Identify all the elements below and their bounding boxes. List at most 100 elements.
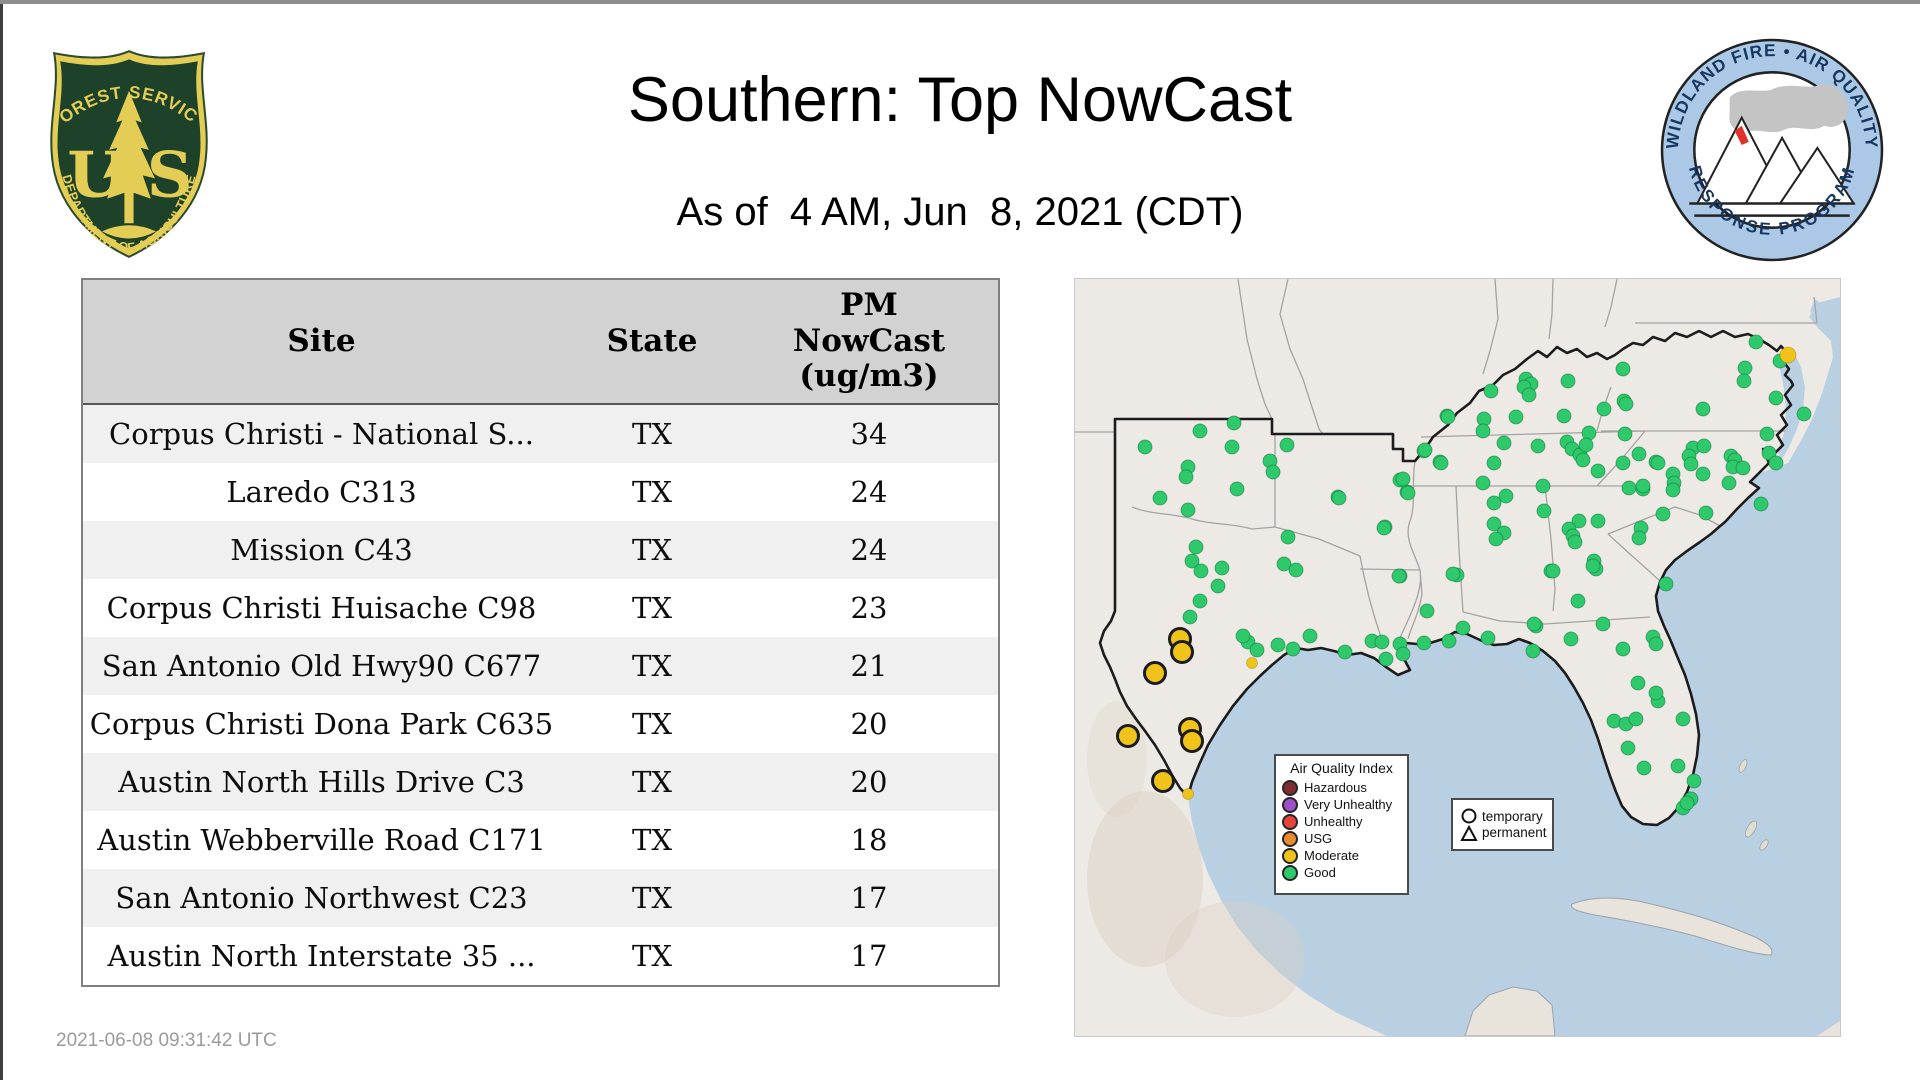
station-marker-good bbox=[1337, 644, 1353, 660]
aqi-color-swatch bbox=[1282, 847, 1298, 864]
station-marker-good bbox=[1433, 455, 1449, 471]
bahamas-islands bbox=[1738, 759, 1769, 851]
col-header-state: State bbox=[606, 322, 698, 359]
site-cell: Corpus Christi Huisache C98 bbox=[106, 591, 537, 625]
table-body: Corpus Christi - National S... TX 34 Laredo… bbox=[83, 405, 998, 985]
value-cell: 24 bbox=[850, 533, 888, 567]
station-marker-good bbox=[1288, 562, 1304, 578]
station-marker-good bbox=[1590, 513, 1606, 529]
station-marker-good bbox=[1695, 466, 1711, 482]
state-cell: TX bbox=[632, 533, 672, 567]
aqi-color-swatch bbox=[1282, 813, 1298, 830]
station-marker-good bbox=[1536, 503, 1552, 519]
station-marker-good bbox=[1768, 390, 1784, 406]
station-marker-good bbox=[1526, 616, 1542, 632]
station-marker-good bbox=[1391, 568, 1407, 584]
station-marker-good bbox=[1192, 423, 1208, 439]
station-marker-good bbox=[1753, 496, 1769, 512]
station-marker-good bbox=[1530, 438, 1546, 454]
delaware-bay bbox=[1810, 299, 1840, 339]
station-marker-moderate bbox=[1182, 788, 1194, 800]
station-marker-good bbox=[1378, 651, 1394, 667]
station-marker-good bbox=[1224, 439, 1240, 455]
station-marker-good bbox=[1483, 383, 1499, 399]
state-cell: TX bbox=[632, 591, 672, 625]
station-marker-good bbox=[1376, 520, 1392, 536]
station-marker-good bbox=[1229, 481, 1245, 497]
permanent-marker-icon bbox=[1460, 824, 1478, 841]
station-marker-good bbox=[1279, 437, 1295, 453]
site-cell: Austin Webberville Road C171 bbox=[97, 823, 546, 857]
station-marker-good bbox=[1748, 334, 1764, 350]
station-marker-good bbox=[1615, 641, 1631, 657]
station-marker-good bbox=[1445, 566, 1461, 582]
station-marker-moderate bbox=[1779, 346, 1797, 364]
station-marker-good bbox=[1180, 502, 1196, 518]
forest-service-logo: FOREST SERVICE DEPARTMENT OF AGRICULTURE… bbox=[45, 48, 208, 258]
aqi-legend-label: Unhealthy bbox=[1304, 814, 1363, 829]
station-marker-good bbox=[1560, 373, 1576, 389]
wf-mountains-icon bbox=[1689, 84, 1856, 217]
station-marker-good bbox=[1455, 620, 1471, 636]
state-cell: TX bbox=[632, 823, 672, 857]
state-cell: TX bbox=[632, 417, 672, 451]
nowcast-table: Site State PM NowCast (ug/m3) Corpus Chr… bbox=[81, 278, 1000, 987]
station-marker-good bbox=[1395, 646, 1411, 662]
station-marker-good bbox=[1631, 530, 1647, 546]
marker-type-legend: temporary permanent bbox=[1451, 798, 1554, 851]
station-marker-good bbox=[1683, 456, 1699, 472]
value-cell: 17 bbox=[850, 881, 888, 915]
station-marker-good bbox=[1475, 475, 1491, 491]
site-cell: Mission C43 bbox=[230, 533, 413, 567]
station-marker-good bbox=[1759, 426, 1775, 442]
station-marker-good bbox=[1416, 635, 1432, 651]
station-marker-good bbox=[1695, 401, 1711, 417]
site-cell: Austin North Interstate 35 ... bbox=[107, 939, 536, 973]
aqi-legend-label: Hazardous bbox=[1304, 780, 1367, 795]
station-marker-good bbox=[1650, 455, 1666, 471]
station-marker-good bbox=[1679, 795, 1695, 811]
value-cell: 24 bbox=[850, 475, 888, 509]
station-marker-good bbox=[1736, 373, 1752, 389]
southern-region-boundary bbox=[1098, 329, 1795, 827]
station-marker-good bbox=[1440, 409, 1456, 425]
station-marker-good bbox=[1178, 469, 1194, 485]
state-cell: TX bbox=[632, 649, 672, 683]
station-marker-moderate-temporary bbox=[1151, 769, 1175, 793]
station-marker-good bbox=[1796, 406, 1812, 422]
station-marker-good bbox=[1596, 401, 1612, 417]
station-marker-good bbox=[1737, 360, 1753, 376]
station-marker-good bbox=[1556, 408, 1572, 424]
aqi-legend-label: Very Unhealthy bbox=[1304, 797, 1393, 812]
table-row: Corpus Christi - National S... TX 34 bbox=[83, 405, 998, 463]
station-marker-moderate bbox=[1246, 657, 1258, 669]
station-marker-good bbox=[1331, 490, 1347, 506]
aqi-color-swatch bbox=[1282, 830, 1298, 847]
wfaqrp-logo: WILDLAND FIRE • AIR QUALITY RESPONSE PRO… bbox=[1660, 38, 1884, 262]
aqi-map: Air Quality Index Hazardous Very Unhealth… bbox=[1074, 278, 1841, 1037]
table-row: Austin North Hills Drive C3 TX 20 bbox=[83, 753, 998, 811]
col-header-pm-nowcast: PM NowCast (ug/m3) bbox=[792, 287, 946, 395]
station-marker-good bbox=[1276, 556, 1292, 572]
station-marker-good bbox=[1698, 505, 1714, 521]
value-cell: 34 bbox=[850, 417, 888, 451]
station-marker-good bbox=[1658, 576, 1674, 592]
value-cell: 20 bbox=[850, 765, 888, 799]
aqi-legend-label: Good bbox=[1304, 865, 1336, 880]
site-cell: Corpus Christi - National S... bbox=[109, 417, 534, 451]
station-marker-good bbox=[1265, 464, 1281, 480]
cuba bbox=[1571, 897, 1773, 956]
aqi-legend-label: Moderate bbox=[1304, 848, 1359, 863]
aqi-legend-item: Unhealthy bbox=[1282, 813, 1401, 830]
station-marker-good bbox=[1648, 685, 1664, 701]
station-marker-moderate-temporary bbox=[1143, 661, 1167, 685]
station-marker-good bbox=[1686, 773, 1702, 789]
station-marker-good bbox=[1374, 634, 1390, 650]
table-row: Austin North Interstate 35 ... TX 17 bbox=[83, 927, 998, 985]
permanent-label: permanent bbox=[1482, 824, 1547, 840]
station-marker-good bbox=[1496, 435, 1512, 451]
value-cell: 23 bbox=[850, 591, 888, 625]
state-cell: TX bbox=[632, 707, 672, 741]
col-header-site: Site bbox=[287, 322, 356, 359]
